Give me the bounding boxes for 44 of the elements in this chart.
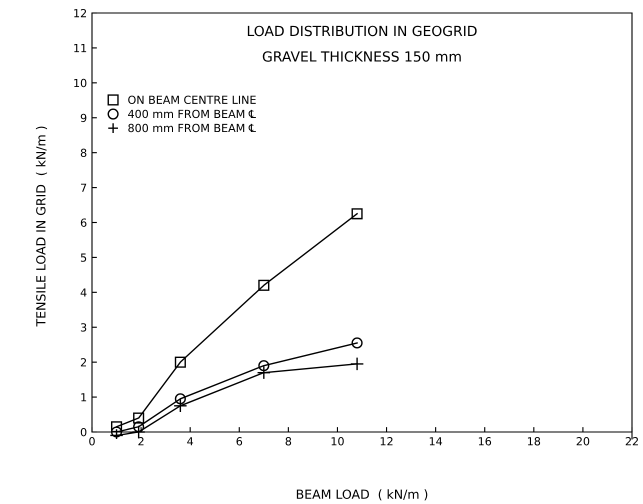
legend-label: ON BEAM CENTRE LINE <box>128 96 256 104</box>
x-tick-label: 10 <box>332 437 344 446</box>
point <box>132 425 146 439</box>
x-axis-title: BEAM LOAD ( kN/m ) <box>296 489 428 500</box>
x-tick-label: 2 <box>138 437 144 446</box>
x-tick-label: 8 <box>286 437 292 446</box>
y-axis-title: TENSILE LOAD IN GRID ( kN/m ) <box>36 126 48 326</box>
y-tick-label: 0 <box>80 428 86 436</box>
point <box>352 337 363 349</box>
y-tick-label: 9 <box>80 114 86 122</box>
x-tick-label: 0 <box>89 437 95 446</box>
x-tick-label: 16 <box>478 437 492 446</box>
y-tick-label: 11 <box>74 44 86 52</box>
point <box>174 393 186 404</box>
point <box>258 360 270 372</box>
point <box>256 366 271 380</box>
y-tick-label: 3 <box>80 323 86 332</box>
y-tick-label: 1 <box>81 393 86 402</box>
y-tick-label: 6 <box>80 218 86 227</box>
x-tick-label: 18 <box>528 437 540 446</box>
x-tick-label: 20 <box>576 437 590 446</box>
text: LOAD DISTRIBUTION IN GEOGRID <box>248 26 477 36</box>
point <box>110 421 122 432</box>
y-tick-label: 2 <box>80 358 86 366</box>
y-tick-label: 10 <box>74 78 86 88</box>
point <box>258 280 270 291</box>
x-tick-label: 12 <box>380 437 392 446</box>
point <box>352 208 363 220</box>
y-tick-label: 5 <box>80 254 86 262</box>
legend-label: 800 mm FROM BEAM ℄ <box>128 124 256 132</box>
y-tick-label: 4 <box>80 288 87 297</box>
legend-label: 400 mm FROM BEAM ℄ <box>128 110 256 118</box>
point <box>173 398 188 413</box>
y-tick-label: 8 <box>80 148 86 158</box>
x-tick-label: 6 <box>236 437 242 446</box>
y-tick-label: 7 <box>80 184 86 192</box>
point <box>174 356 186 368</box>
text: GRAVEL THICKNESS 150 mm <box>262 51 461 62</box>
y-tick-label: 12 <box>74 8 86 18</box>
x-tick-label: 4 <box>187 437 194 446</box>
x-tick-label: 22 <box>626 437 638 446</box>
point <box>350 356 364 371</box>
x-tick-label: 14 <box>430 437 442 446</box>
point <box>133 412 144 424</box>
